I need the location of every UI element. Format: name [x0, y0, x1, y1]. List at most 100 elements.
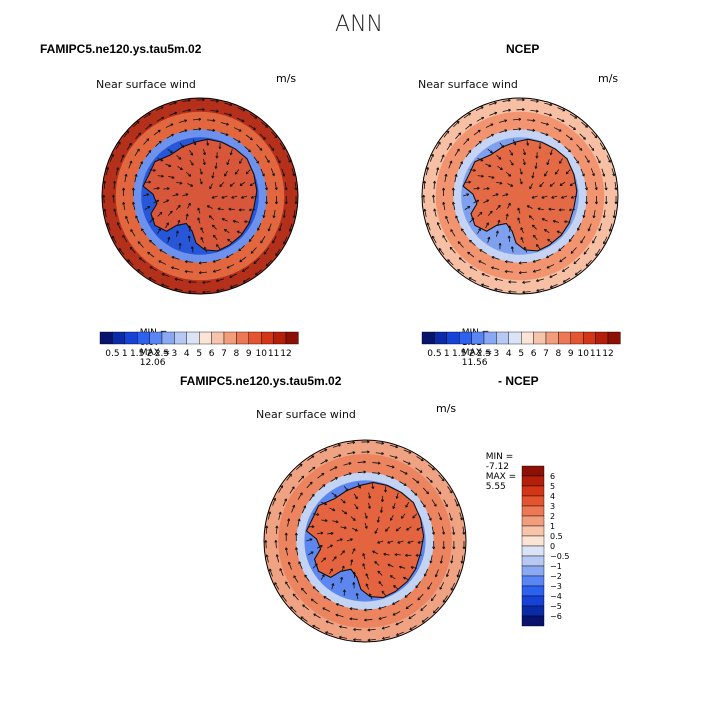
wind-arrow-head: [487, 236, 490, 240]
wind-arrow-head: [227, 238, 229, 242]
wind-arrow-head: [433, 467, 435, 471]
wind-arrow: [596, 155, 601, 164]
wind-arrow: [113, 181, 116, 190]
wind-arrow-head: [363, 470, 366, 473]
wind-arrow-head: [546, 162, 550, 166]
wind-arrow: [274, 181, 278, 190]
wind-arrow-head: [432, 180, 436, 184]
colorbar-swatch: [521, 585, 545, 597]
wind-arrow: [409, 625, 417, 630]
wind-arrow: [416, 456, 424, 462]
wind-arrow: [378, 581, 384, 587]
colorbar-swatch: [149, 331, 163, 345]
wind-arrow: [465, 123, 472, 130]
wind-arrow: [457, 569, 461, 578]
wind-arrow: [245, 169, 251, 175]
wind-arrow-head: [138, 257, 141, 261]
wind-arrow: [455, 132, 462, 140]
wind-arrow: [497, 165, 503, 171]
wind-arrow: [189, 149, 193, 156]
wind-arrow: [543, 112, 552, 116]
colorbar-label: 3: [172, 349, 178, 359]
wind-arrow-head: [381, 628, 385, 630]
wind-arrow: [528, 215, 534, 221]
wind-arrow-head: [316, 512, 320, 516]
wind-arrow: [546, 159, 550, 165]
wind-arrow-head: [536, 109, 539, 112]
wind-arrow: [171, 266, 180, 270]
wind-arrow: [178, 119, 187, 123]
wind-arrow-head: [383, 553, 386, 556]
wind-arrow-head: [212, 118, 216, 121]
wind-arrow-head: [232, 220, 236, 223]
wind-arrow: [433, 208, 437, 217]
wind-arrow: [274, 582, 280, 590]
wind-arrow: [389, 444, 398, 448]
wind-arrow: [216, 278, 225, 282]
wind-arrow: [313, 513, 320, 516]
wind-arrow-head: [460, 161, 463, 164]
colorbar-label: 4: [184, 349, 190, 359]
wind-arrow-head: [497, 219, 500, 223]
wind-arrow: [439, 582, 445, 590]
wind-arrow: [223, 112, 232, 116]
wind-arrow: [310, 598, 318, 605]
wind-arrow: [182, 193, 189, 197]
wind-arrow: [433, 606, 440, 614]
wind-arrow-head: [367, 639, 371, 642]
wind-arrow: [570, 247, 577, 254]
wind-arrow: [167, 148, 173, 154]
wind-arrow: [165, 222, 169, 229]
wind-arrow-head: [243, 108, 246, 111]
wind-arrow-head: [555, 172, 558, 175]
wind-arrow-head: [522, 291, 526, 294]
wind-arrow-head: [569, 149, 571, 152]
wind-arrow: [301, 505, 306, 514]
wind-arrow-head: [586, 187, 588, 191]
colorbar-swatch: [521, 515, 545, 527]
wind-arrow: [270, 168, 275, 176]
wind-arrow: [174, 278, 183, 281]
wind-arrow-head: [313, 613, 316, 617]
wind-arrow: [498, 119, 507, 123]
panel-model-header: FAMIPC5.ne120.ys.tau5m.02: [40, 42, 202, 56]
wind-arrow: [435, 141, 441, 150]
wind-arrow: [553, 137, 561, 143]
wind-arrow: [206, 129, 215, 131]
wind-arrow-head: [536, 99, 539, 102]
wind-arrow: [122, 235, 128, 243]
colorbar-swatch: [260, 331, 274, 345]
wind-arrow-head: [508, 108, 511, 111]
wind-arrow-head: [405, 471, 408, 475]
wind-arrow: [532, 224, 537, 230]
wind-arrow: [551, 195, 558, 199]
wind-arrow-head: [566, 172, 569, 175]
wind-arrow-head: [369, 506, 371, 509]
wind-arrow-head: [354, 518, 356, 521]
wind-arrow: [415, 581, 421, 589]
wind-arrow-head: [238, 249, 242, 252]
wind-arrow: [467, 251, 475, 258]
wind-arrow: [598, 223, 603, 232]
wind-arrow-head: [439, 587, 443, 590]
wind-arrow-head: [274, 540, 277, 543]
wind-arrow-head: [138, 132, 141, 135]
wind-arrow: [244, 221, 251, 223]
colorbar-swatch: [223, 331, 237, 345]
wind-arrow-head: [301, 475, 304, 478]
wind-arrow-head: [236, 231, 239, 234]
wind-arrow: [511, 246, 514, 253]
wind-arrow: [496, 230, 499, 237]
wind-arrow: [382, 636, 391, 640]
wind-arrow: [519, 168, 523, 175]
wind-arrow: [431, 526, 435, 535]
wind-arrow-head: [479, 249, 482, 253]
wind-arrow-head: [191, 183, 194, 187]
wind-arrow: [519, 271, 528, 274]
wind-arrow-head: [134, 174, 137, 177]
wind-arrow: [287, 518, 290, 527]
wind-arrow: [487, 236, 490, 243]
wind-arrow: [539, 182, 545, 188]
wind-arrow: [186, 171, 192, 177]
wind-arrow-head: [188, 108, 191, 111]
